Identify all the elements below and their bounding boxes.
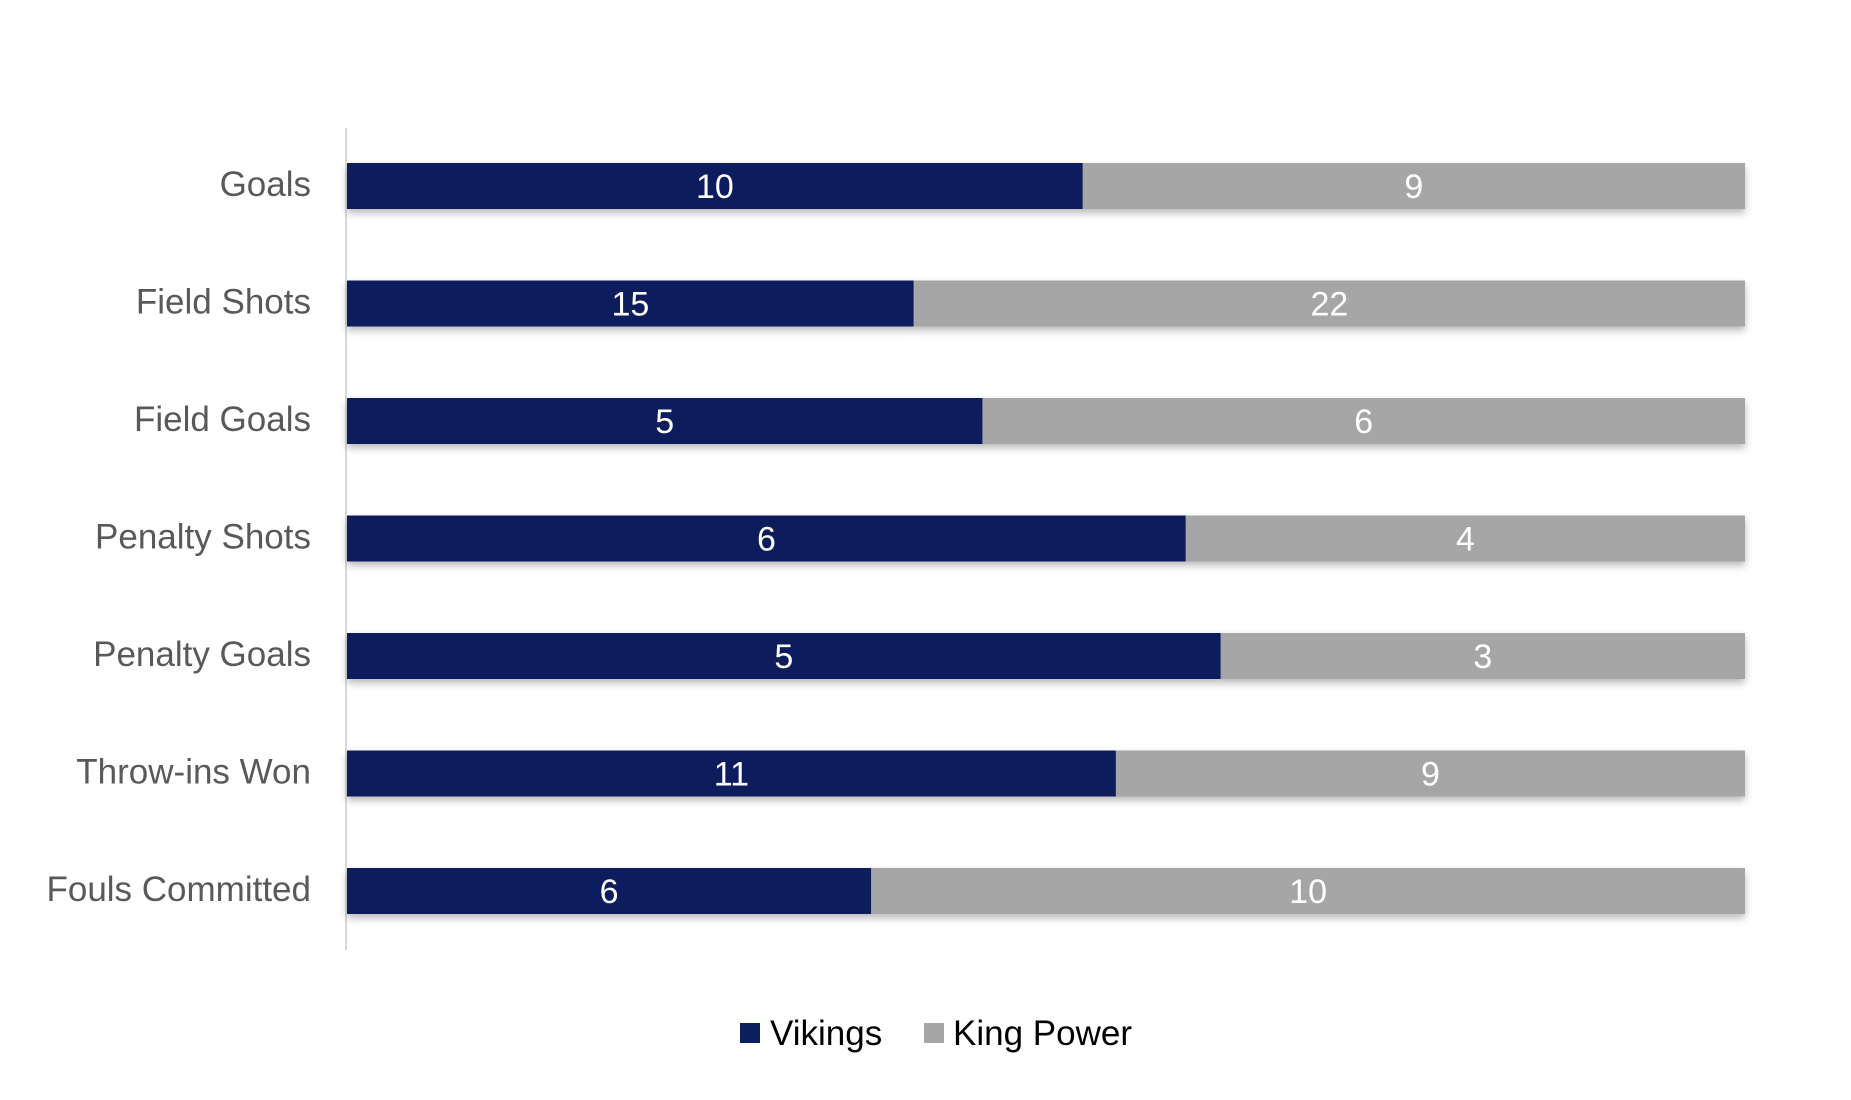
bar-row-field-shots: [347, 280, 1745, 327]
legend-label-vikings: Vikings: [770, 1014, 882, 1053]
legend: Vikings King Power: [740, 1014, 1132, 1053]
bar-vikings-goals: [347, 163, 1083, 209]
data-label-king-power-fouls-committed: 10: [1289, 873, 1327, 911]
bar-row-penalty-shots: [347, 515, 1745, 562]
bar-king-power-fouls-committed: [871, 868, 1745, 914]
legend-swatch-vikings: [740, 1023, 760, 1043]
bar-vikings-field-shots: [347, 280, 914, 327]
bar-row-throw-ins-won: [347, 750, 1745, 797]
category-labels: Goals 10 9 Field Shots 15 22 Field Goals 5 6 Pena…: [46, 165, 1492, 911]
bar-vikings-penalty-shots: [347, 515, 1186, 562]
data-label-king-power-penalty-shots: 4: [1456, 521, 1475, 559]
category-label-field-goals: Field Goals: [134, 400, 311, 439]
data-label-vikings-goals: 10: [696, 168, 734, 206]
bar-vikings-throw-ins-won: [347, 750, 1116, 797]
data-label-king-power-field-shots: 22: [1310, 286, 1348, 324]
bar-king-power-field-shots: [913, 280, 1745, 327]
bar-row-penalty-goals: [347, 633, 1745, 679]
bar-king-power-penalty-shots: [1185, 515, 1745, 562]
data-label-king-power-throw-ins-won: 9: [1421, 756, 1440, 794]
legend-label-king-power: King Power: [953, 1014, 1132, 1053]
data-label-vikings-field-goals: 5: [655, 403, 674, 441]
legend-item-vikings: Vikings: [740, 1014, 882, 1053]
bar-vikings-field-goals: [347, 398, 983, 444]
bar-king-power-field-goals: [982, 398, 1745, 444]
data-label-king-power-goals: 9: [1404, 168, 1423, 206]
data-label-vikings-field-shots: 15: [611, 286, 649, 324]
bar-king-power-penalty-goals: [1220, 633, 1745, 679]
bar-vikings-fouls-committed: [347, 868, 872, 914]
bar-row-field-goals: [347, 398, 1745, 444]
category-label-penalty-goals: Penalty Goals: [93, 635, 311, 674]
bar-vikings-penalty-goals: [347, 633, 1221, 679]
bar-king-power-goals: [1082, 163, 1745, 209]
data-label-king-power-penalty-goals: 3: [1473, 638, 1492, 676]
data-label-vikings-penalty-shots: 6: [757, 521, 776, 559]
legend-swatch-king-power: [924, 1023, 944, 1043]
category-label-goals: Goals: [220, 165, 311, 204]
category-label-field-shots: Field Shots: [136, 283, 311, 322]
data-label-vikings-fouls-committed: 6: [600, 873, 619, 911]
legend-item-king-power: King Power: [924, 1014, 1132, 1053]
category-label-fouls-committed: Fouls Committed: [46, 870, 311, 909]
category-label-penalty-shots: Penalty Shots: [95, 518, 311, 557]
bar-row-fouls-committed: [347, 868, 1745, 914]
category-label-throw-ins-won: Throw-ins Won: [76, 753, 311, 792]
bars-layer: [347, 163, 1745, 914]
data-label-king-power-field-goals: 6: [1354, 403, 1373, 441]
data-label-vikings-penalty-goals: 5: [774, 638, 793, 676]
data-label-vikings-throw-ins-won: 11: [714, 756, 749, 794]
bar-row-goals: [347, 163, 1745, 209]
bar-king-power-throw-ins-won: [1115, 750, 1745, 797]
